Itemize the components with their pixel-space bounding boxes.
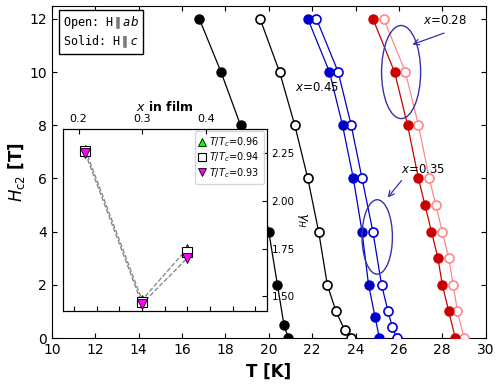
Text: $x$=0.35: $x$=0.35 bbox=[401, 163, 446, 176]
Text: $x$=0.45: $x$=0.45 bbox=[295, 81, 339, 94]
X-axis label: T [K]: T [K] bbox=[246, 362, 292, 381]
Text: $x$=0.28: $x$=0.28 bbox=[424, 14, 468, 27]
X-axis label: $x$ in film: $x$ in film bbox=[136, 100, 194, 114]
Y-axis label: $H_{\rm c2}$ [T]: $H_{\rm c2}$ [T] bbox=[6, 142, 26, 201]
Text: Open: H$\parallel$$ab$
Solid: H$\parallel$$c$: Open: H$\parallel$$ab$ Solid: H$\paralle… bbox=[62, 14, 138, 50]
